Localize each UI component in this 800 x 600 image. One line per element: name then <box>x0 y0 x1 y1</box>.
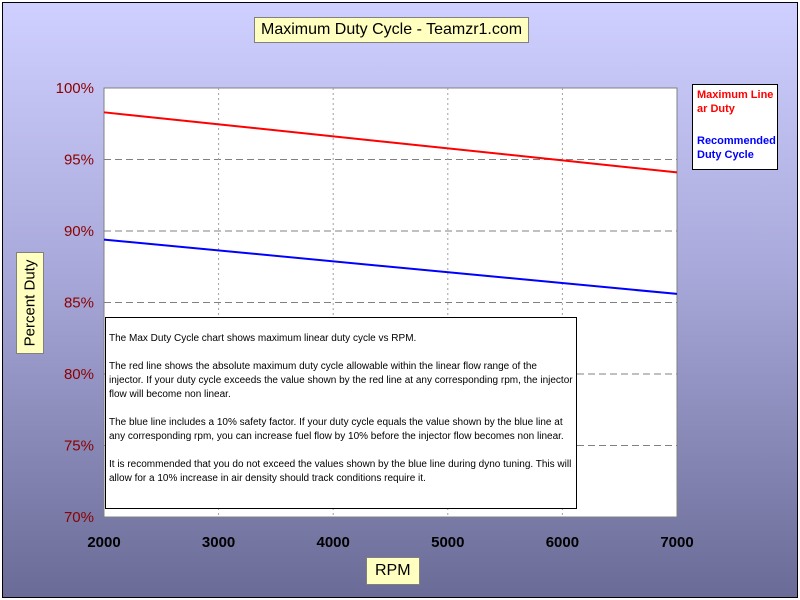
note-paragraph-1: The Max Duty Cycle chart shows maximum l… <box>109 333 417 344</box>
note-textbox: The Max Duty Cycle chart shows maximum l… <box>105 317 577 509</box>
y-axis-label-box: Percent Duty <box>16 252 44 354</box>
x-tick-label: 2000 <box>87 534 120 551</box>
legend-entry-recommended: Recommended Duty Cycle <box>697 135 776 161</box>
x-tick-label: 4000 <box>317 534 350 551</box>
y-tick-label: 85% <box>64 295 94 312</box>
x-axis-ticks: 2000 3000 4000 5000 6000 7000 <box>87 534 693 551</box>
note-paragraph-4: It is recommended that you do not exceed… <box>109 459 572 484</box>
y-axis-label: Percent Duty <box>21 259 39 347</box>
x-tick-label: 5000 <box>431 534 464 551</box>
series-line-1 <box>103 111 678 174</box>
legend: Maximum Linear Duty Recommended Duty Cyc… <box>692 84 778 170</box>
y-axis-ticks: 70% 75% 80% 85% 90% 95% 100% <box>56 80 94 526</box>
note-paragraph-2: The red line shows the absolute maximum … <box>109 361 573 400</box>
series-line-2 <box>103 238 678 295</box>
note-paragraph-3: The blue line includes a 10% safety fact… <box>109 417 564 442</box>
y-tick-label: 70% <box>64 509 94 526</box>
x-tick-label: 7000 <box>660 534 693 551</box>
y-tick-label: 80% <box>64 366 94 383</box>
y-tick-label: 75% <box>64 438 94 455</box>
y-tick-label: 90% <box>64 223 94 240</box>
series-lines <box>103 111 678 295</box>
x-axis-label: RPM <box>366 557 420 585</box>
y-tick-label: 95% <box>64 152 94 169</box>
x-tick-label: 3000 <box>202 534 235 551</box>
x-tick-label: 6000 <box>546 534 579 551</box>
chart-title: Maximum Duty Cycle - Teamzr1.com <box>254 17 530 43</box>
y-tick-label: 100% <box>56 80 94 97</box>
legend-entry-max-linear-duty: Maximum Linear Duty <box>697 89 774 115</box>
